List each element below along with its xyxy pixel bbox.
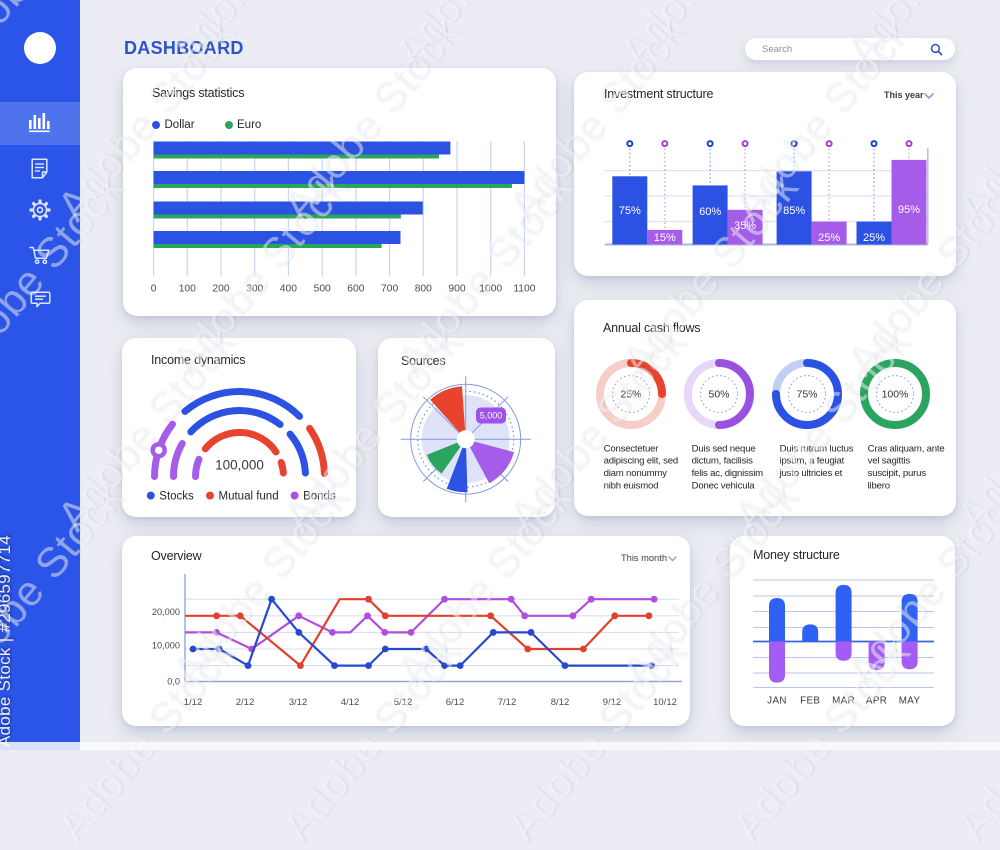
svg-text:1/12: 1/12	[184, 697, 203, 708]
svg-text:Consectetuer: Consectetuer	[604, 443, 660, 454]
svg-text:4/12: 4/12	[341, 697, 360, 708]
svg-text:Duis sed neque: Duis sed neque	[692, 443, 756, 454]
svg-text:5/12: 5/12	[394, 697, 413, 708]
svg-text:libero: libero	[868, 481, 890, 492]
svg-text:35%: 35%	[734, 220, 756, 232]
svg-text:5,000: 5,000	[480, 411, 503, 421]
svg-text:Bonds: Bonds	[303, 491, 336, 503]
svg-text:MAY: MAY	[899, 696, 921, 707]
svg-text:500: 500	[314, 284, 331, 295]
svg-text:75%: 75%	[796, 389, 817, 401]
svg-text:400: 400	[280, 284, 297, 295]
svg-text:100: 100	[179, 284, 196, 295]
svg-text:vel sagittis: vel sagittis	[868, 456, 911, 467]
svg-text:800: 800	[415, 284, 432, 295]
svg-text:APR: APR	[866, 696, 887, 707]
svg-text:felis ac, dignissim: felis ac, dignissim	[692, 468, 764, 479]
svg-text:700: 700	[381, 284, 398, 295]
svg-text:Duis rutrum luctus: Duis rutrum luctus	[780, 443, 854, 454]
svg-text:8/12: 8/12	[551, 697, 570, 708]
svg-text:suscipit, purus: suscipit, purus	[868, 468, 927, 479]
svg-text:1100: 1100	[513, 284, 535, 295]
svg-text:10/12: 10/12	[653, 697, 677, 708]
svg-text:Cras aliquam, ante: Cras aliquam, ante	[868, 443, 945, 454]
svg-text:justo ultricies et: justo ultricies et	[779, 468, 843, 479]
svg-text:75%: 75%	[619, 205, 641, 217]
svg-text:3/12: 3/12	[289, 697, 308, 708]
svg-text:adipiscing elit, sed: adipiscing elit, sed	[604, 456, 678, 467]
svg-text:100%: 100%	[882, 389, 909, 401]
svg-text:Mutual fund: Mutual fund	[219, 491, 279, 503]
svg-text:300: 300	[246, 284, 263, 295]
svg-text:dictum, facilisis: dictum, facilisis	[692, 456, 754, 467]
svg-text:9/12: 9/12	[603, 697, 622, 708]
svg-text:diam nonummy: diam nonummy	[604, 468, 668, 479]
svg-text:25%: 25%	[863, 232, 885, 244]
svg-text:900: 900	[448, 284, 465, 295]
svg-text:25%: 25%	[818, 232, 840, 244]
svg-text:JAN: JAN	[767, 696, 787, 707]
svg-text:25%: 25%	[620, 389, 641, 401]
svg-text:0,0: 0,0	[167, 677, 180, 687]
svg-text:Stocks: Stocks	[159, 491, 194, 503]
svg-text:Donec vehicula: Donec vehicula	[692, 481, 756, 492]
svg-text:600: 600	[347, 284, 364, 295]
svg-text:MAR: MAR	[832, 696, 855, 707]
svg-text:6/12: 6/12	[446, 697, 465, 708]
svg-text:nibh euismod: nibh euismod	[604, 481, 659, 492]
svg-text:1000: 1000	[479, 284, 502, 295]
svg-text:2/12: 2/12	[236, 697, 255, 708]
svg-text:100,000: 100,000	[215, 457, 264, 472]
svg-text:0: 0	[151, 284, 157, 295]
svg-text:20,000: 20,000	[152, 607, 180, 617]
svg-text:10,000: 10,000	[152, 641, 180, 651]
svg-text:60%: 60%	[699, 206, 721, 218]
svg-text:200: 200	[212, 284, 229, 295]
svg-text:15%: 15%	[654, 232, 676, 244]
svg-text:50%: 50%	[708, 389, 729, 401]
svg-text:FEB: FEB	[800, 696, 820, 707]
svg-text:85%: 85%	[783, 205, 805, 217]
svg-text:ipsum, a feugiat: ipsum, a feugiat	[780, 456, 845, 467]
svg-text:95%: 95%	[898, 204, 920, 216]
svg-text:7/12: 7/12	[498, 697, 517, 708]
